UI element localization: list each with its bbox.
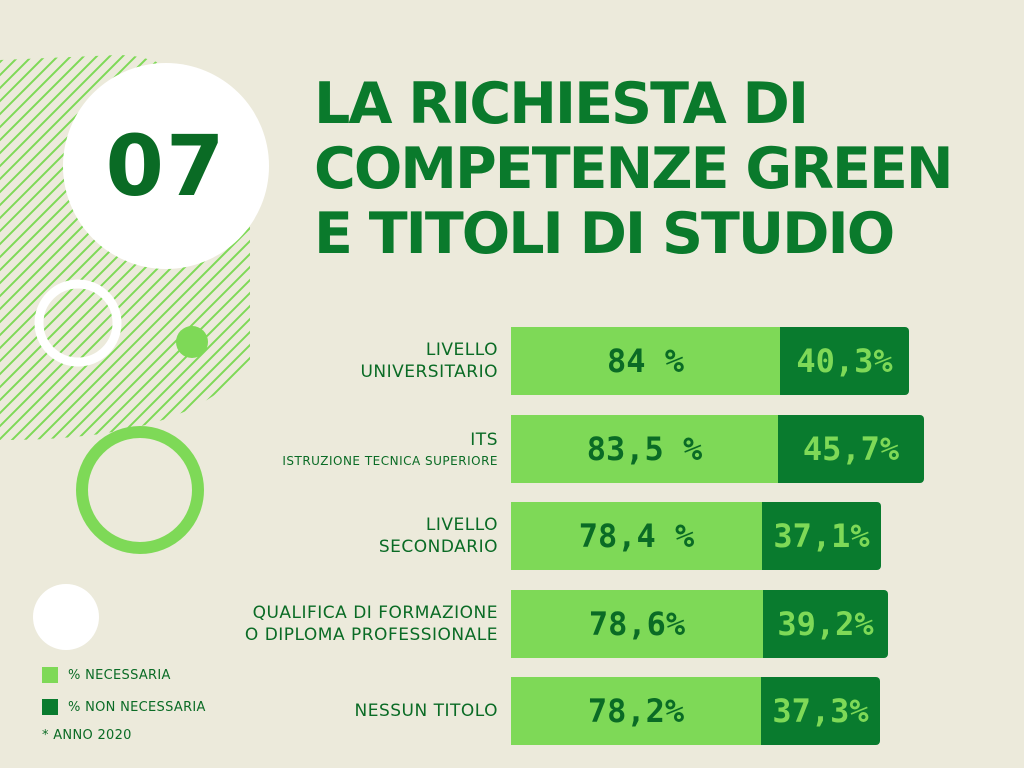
legend-item: % NECESSARIA — [42, 665, 206, 685]
bar-row: 84 % 40,3% — [511, 327, 909, 395]
category-label-text: LIVELLO UNIVERSITARIO — [360, 340, 498, 382]
category-label-text: QUALIFICA DI FORMAZIONE O DIPLOMA PROFESS… — [244, 603, 498, 645]
hatch-line — [17, 55, 250, 440]
bar-non-necessaria: 37,1% — [762, 502, 881, 570]
value-label-non-necessaria: 45,7% — [802, 430, 900, 468]
hatch-line — [0, 55, 115, 440]
legend-swatch-necessaria — [42, 667, 58, 683]
value-label-necessaria: 83,5 % — [586, 430, 703, 468]
value-label-non-necessaria: 37,1% — [773, 517, 870, 555]
category-label: LIVELLO UNIVERSITARIO — [360, 339, 498, 383]
hatch-line — [0, 55, 141, 440]
title-line: COMPETENZE GREEN — [314, 136, 954, 202]
bar-necessaria: 84 % — [511, 327, 780, 395]
bar-non-necessaria: 37,3% — [761, 677, 880, 745]
bar-non-necessaria: 45,7% — [778, 415, 924, 483]
value-label-non-necessaria: 39,2% — [777, 605, 874, 643]
bar-row: 78,4 % 37,1% — [511, 502, 881, 570]
bar-row: 83,5 % 45,7% — [511, 415, 924, 483]
category-label: ITS ISTRUZIONE TECNICA SUPERIORE — [282, 429, 498, 469]
hatch-line — [108, 55, 250, 440]
hatch-line — [0, 55, 128, 440]
bar-non-necessaria: 39,2% — [763, 590, 888, 658]
category-label: NESSUN TITOLO — [354, 700, 498, 722]
bar-necessaria: 83,5 % — [511, 415, 778, 483]
hatch-line — [43, 55, 250, 440]
value-label-necessaria: 78,2% — [587, 692, 685, 730]
hatch-line — [0, 55, 76, 440]
bar-necessaria: 78,4 % — [511, 502, 762, 570]
bar-non-necessaria: 40,3% — [780, 327, 909, 395]
value-label-necessaria: 84 % — [606, 342, 685, 380]
category-sublabel: ISTRUZIONE TECNICA SUPERIORE — [282, 454, 498, 468]
legend-swatch-non-necessaria — [42, 699, 58, 715]
hatch-line — [121, 55, 250, 440]
legend-label: % NECESSARIA — [68, 667, 171, 683]
hatch-line — [69, 55, 250, 440]
bar-row: 78,6% 39,2% — [511, 590, 888, 658]
legend: % NECESSARIA % NON NECESSARIA — [42, 665, 206, 717]
badge-number: 07 — [105, 117, 227, 215]
hatch-line — [0, 55, 89, 440]
green-dot — [176, 326, 208, 358]
hatch-line — [82, 55, 250, 440]
value-label-necessaria: 78,6% — [588, 605, 686, 643]
hatch-line — [0, 55, 167, 440]
green-ring — [76, 426, 204, 554]
value-label-necessaria: 78,4 % — [578, 517, 695, 555]
hatch-line — [56, 55, 250, 440]
category-label-text: LIVELLO SECONDARIO — [378, 515, 498, 557]
badge-circle: 07 — [63, 63, 269, 269]
bar-row: 78,2% 37,3% — [511, 677, 880, 745]
bar-necessaria: 78,6% — [511, 590, 763, 658]
hatch-line — [134, 55, 250, 440]
hatch-line — [0, 55, 180, 440]
footnote: * ANNO 2020 — [42, 728, 132, 743]
page-title: LA RICHIESTA DI COMPETENZE GREEN E TITOL… — [314, 71, 954, 267]
hatch-line — [0, 55, 102, 440]
hatch-line — [147, 55, 250, 440]
title-line: LA RICHIESTA DI — [314, 71, 809, 137]
category-label: QUALIFICA DI FORMAZIONE O DIPLOMA PROFESS… — [245, 602, 498, 646]
bar-necessaria: 78,2% — [511, 677, 761, 745]
hatch-line — [0, 55, 154, 440]
category-label-text: ITS — [470, 430, 498, 450]
white-ring — [34, 279, 122, 367]
hatch-line — [95, 55, 250, 440]
category-label: LIVELLO SECONDARIO — [379, 514, 498, 558]
category-label-text: NESSUN TITOLO — [354, 701, 498, 721]
white-dot — [33, 584, 99, 650]
hatch-line — [30, 55, 250, 440]
legend-item: % NON NECESSARIA — [42, 697, 206, 717]
title-line: E TITOLI DI STUDIO — [314, 201, 895, 267]
value-label-non-necessaria: 40,3% — [796, 342, 893, 380]
legend-label: % NON NECESSARIA — [68, 699, 206, 715]
value-label-non-necessaria: 37,3% — [772, 692, 869, 730]
